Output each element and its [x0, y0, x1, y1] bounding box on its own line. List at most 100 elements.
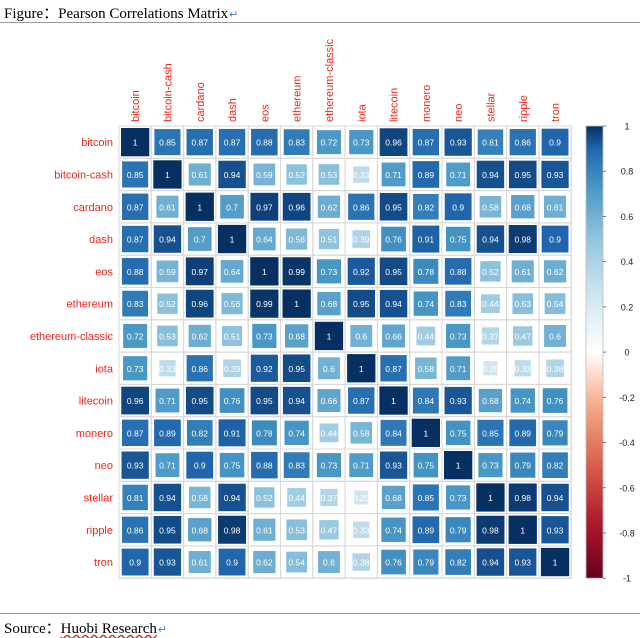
- heatmap-cell: [544, 293, 566, 315]
- column-label: iota: [356, 103, 368, 122]
- heatmap-cell: [508, 160, 537, 189]
- heatmap-cell: [354, 490, 369, 505]
- heatmap-cell: [252, 323, 277, 349]
- heatmap-cell: [542, 388, 568, 413]
- cell-value-label: 0.68: [321, 299, 338, 309]
- cell-value-label: 0.97: [191, 267, 208, 277]
- heatmap-cell: [477, 419, 504, 446]
- heatmap-cell: [413, 291, 439, 316]
- cell-value-label: 0.93: [159, 558, 176, 568]
- heatmap-cell: [253, 227, 276, 251]
- heatmap-cell: [510, 452, 536, 478]
- heatmap-cell: [411, 418, 440, 447]
- cell-value-label: 0.74: [288, 428, 305, 438]
- cell-value-label: 0.58: [353, 428, 370, 438]
- cell-value-label: 0.88: [256, 138, 273, 148]
- cell-value-label: 0.52: [482, 267, 499, 277]
- column-label: dash: [227, 98, 239, 122]
- colorbar-tick-label: 1: [624, 122, 629, 132]
- cell-value-label: 0.47: [321, 525, 338, 535]
- heatmap-cell: [413, 452, 439, 478]
- cell-value-label: 0.47: [514, 331, 531, 341]
- heatmap-cell: [218, 419, 246, 447]
- heatmap-cell: [156, 195, 179, 218]
- cell-value-label: 0.89: [418, 170, 435, 180]
- cell-value-label: 1: [359, 364, 364, 374]
- heatmap-cell: [412, 128, 440, 156]
- cell-value-label: 0.39: [224, 364, 241, 374]
- heatmap-cell: [412, 225, 440, 253]
- cell-value-label: 0.33: [514, 364, 531, 374]
- cell-value-label: 0.74: [418, 299, 435, 309]
- row-label: bitcoin-cash: [54, 169, 113, 181]
- cell-value-label: 1: [294, 299, 299, 309]
- heatmap-cell: [287, 488, 307, 507]
- cell-value-label: 0.98: [514, 235, 531, 245]
- heatmap-cell: [284, 420, 309, 446]
- heatmap-cell: [476, 225, 505, 253]
- cell-value-label: 0.94: [482, 558, 499, 568]
- heatmap-cell: [283, 129, 310, 156]
- heatmap-cell: [444, 193, 472, 221]
- bottom-rule: [0, 613, 640, 614]
- heatmap-cell: [541, 225, 569, 253]
- heatmap-cell: [317, 389, 341, 413]
- heatmap-cell: [220, 260, 244, 283]
- heatmap-cell: [412, 387, 439, 414]
- cell-value-label: 0.89: [514, 428, 531, 438]
- heatmap-cell: [250, 289, 279, 318]
- heatmap-cell: [250, 354, 278, 382]
- cell-value-label: 0.96: [191, 299, 208, 309]
- heatmap-cell: [283, 452, 310, 479]
- cell-value-label: 0.7: [226, 202, 238, 212]
- cell-value-label: 0.78: [418, 267, 435, 277]
- heatmap-cell: [185, 289, 214, 318]
- heatmap-cell: [382, 324, 406, 348]
- heatmap-cell: [253, 518, 276, 541]
- heatmap-cell: [286, 551, 308, 573]
- cell-value-label: 0.76: [224, 396, 241, 406]
- colorbar-tick-label: -0.6: [619, 483, 635, 493]
- return-mark-icon: ↵: [229, 9, 239, 21]
- heatmap-cell: [219, 452, 245, 478]
- heatmap-cell: [219, 388, 245, 413]
- heatmap-cell: [123, 323, 148, 348]
- cell-value-label: 0.81: [127, 493, 144, 503]
- cell-value-label: 0.94: [224, 170, 241, 180]
- figure-label: Figure：: [4, 6, 59, 22]
- cell-value-label: 0.6: [355, 331, 367, 341]
- heatmap-cell: [444, 451, 473, 480]
- cell-value-label: 0.66: [385, 331, 402, 341]
- cell-value-label: 0.71: [159, 461, 176, 471]
- cell-value-label: 0.96: [288, 202, 305, 212]
- cell-value-label: 0.68: [482, 396, 499, 406]
- cell-value-label: 0.85: [159, 138, 176, 148]
- colorbar-tick-label: -1: [623, 574, 631, 584]
- colorbar-tick-label: 0.2: [621, 302, 634, 312]
- cell-value-label: 0.83: [288, 461, 305, 471]
- cell-value-label: 0.59: [256, 170, 273, 180]
- cell-value-label: 0.87: [353, 396, 370, 406]
- heatmap-cell: [317, 357, 340, 380]
- heatmap-cell: [476, 160, 505, 189]
- heatmap-cell: [284, 324, 309, 348]
- heatmap-cell: [353, 166, 370, 183]
- cell-value-label: 0.38: [353, 558, 370, 568]
- cell-value-label: 0.64: [224, 267, 241, 277]
- heatmap-cell: [412, 161, 440, 188]
- heatmap-cell: [154, 129, 181, 156]
- colorbar-tick-label: 0.6: [621, 212, 634, 222]
- cell-value-label: 0.75: [450, 235, 467, 245]
- heatmap-cell: [253, 550, 276, 574]
- heatmap-cell: [379, 386, 408, 415]
- cell-value-label: 0.73: [450, 493, 467, 503]
- cell-value-label: 0.95: [256, 396, 273, 406]
- heatmap-cell: [478, 388, 503, 413]
- heatmap-cell: [381, 485, 406, 510]
- cell-value-label: 0.83: [450, 299, 467, 309]
- source-label: Source：: [4, 621, 61, 637]
- cell-value-label: 0.93: [547, 170, 564, 180]
- heatmap-cell: [316, 453, 342, 478]
- heatmap-cell: [319, 520, 339, 540]
- heatmap-cell: [413, 193, 439, 220]
